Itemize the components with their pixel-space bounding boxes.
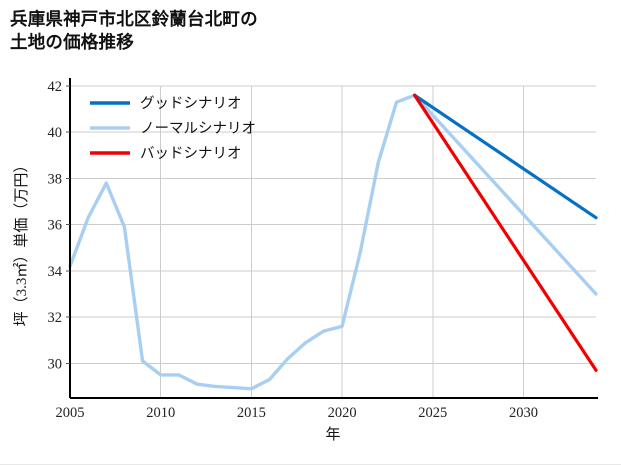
series-line-normal <box>68 93 598 391</box>
tick-labels: 30 32 34 36 38 40 42 2005 2010 2015 2020 2025 2030 <box>48 79 538 421</box>
legend-item[interactable]: グッドシナリオ <box>90 95 242 112</box>
axis-titles: 年 坪（3.3㎡）単価（万円） <box>13 158 341 443</box>
series-line-good <box>413 93 598 220</box>
y-tick-label: 38 <box>48 171 63 187</box>
y-tick-label: 34 <box>48 264 63 280</box>
legend-item[interactable]: ノーマルシナリオ <box>90 121 256 137</box>
legend-label: ノーマルシナリオ <box>140 121 256 137</box>
y-axis-title: 坪（3.3㎡）単価（万円） <box>13 158 30 327</box>
series-lines <box>68 93 598 391</box>
chart-title: 兵庫県神戸市北区鈴蘭台北町の 土地の価格推移 <box>10 9 258 53</box>
legend-label: グッドシナリオ <box>140 95 242 112</box>
x-tick-label: 2030 <box>509 405 538 421</box>
y-tick-label: 30 <box>48 356 63 372</box>
y-tick-label: 42 <box>48 79 63 95</box>
legend-item[interactable]: バッドシナリオ <box>90 146 242 162</box>
x-tick-label: 2020 <box>328 405 357 421</box>
y-tick-label: 32 <box>48 310 63 326</box>
legend-label: バッドシナリオ <box>140 146 242 162</box>
series-line-bad <box>413 93 598 372</box>
x-tick-label: 2015 <box>237 405 266 421</box>
axis-lines <box>66 78 598 400</box>
x-tick-label: 2010 <box>146 405 175 421</box>
y-tick-label: 36 <box>48 218 63 234</box>
x-tick-label: 2005 <box>56 405 85 421</box>
x-axis-title: 年 <box>325 426 340 443</box>
x-tick-label: 2025 <box>418 405 447 421</box>
y-tick-label: 40 <box>48 125 63 141</box>
